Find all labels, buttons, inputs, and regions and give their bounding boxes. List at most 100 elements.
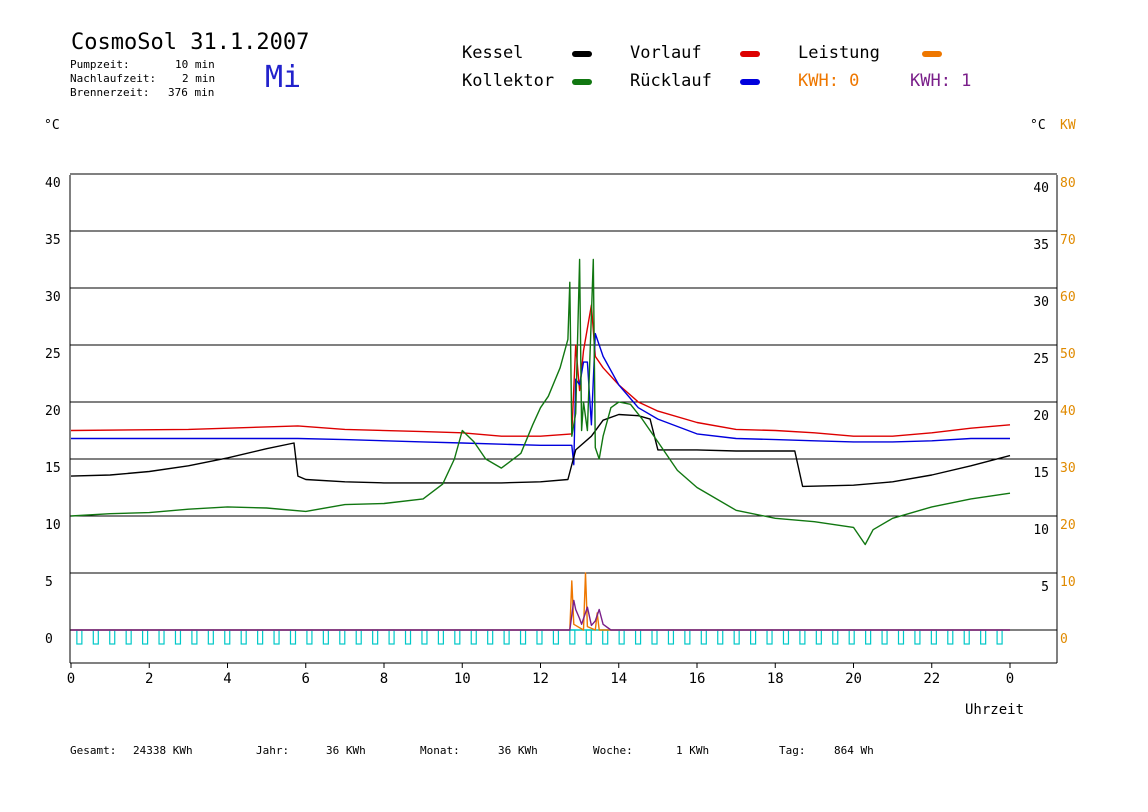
x-tick-label: 14 xyxy=(610,671,627,687)
x-tick-label: 0 xyxy=(1006,671,1014,687)
footer-monat-label: Monat: xyxy=(420,744,460,757)
pump-pulse-marker xyxy=(963,629,970,645)
stat-label-nachlauf: Nachlaufzeit: xyxy=(70,72,157,85)
pump-pulse-marker xyxy=(684,629,691,645)
footer-gesamt-value: 24338 KWh xyxy=(133,744,193,757)
pump-pulse-markers xyxy=(71,629,1010,645)
y-tick-label-right: 40 xyxy=(1033,181,1049,196)
pump-pulse-marker xyxy=(996,629,1003,645)
legend-ruecklauf-label: Rücklauf xyxy=(630,71,712,91)
stat-value-nachlauf: 2 min xyxy=(182,72,216,85)
pump-pulse-marker xyxy=(174,629,182,645)
pump-pulse-marker xyxy=(733,629,740,645)
y-tick-label-right: 25 xyxy=(1033,352,1049,367)
pump-pulse-marker xyxy=(815,629,822,645)
pump-pulse-marker xyxy=(782,629,790,645)
pump-pulse-marker xyxy=(257,629,264,645)
y-tick-label-right: 35 xyxy=(1033,238,1049,253)
pump-pulse-marker xyxy=(914,629,921,645)
y-tick-label: 5 xyxy=(45,575,53,590)
pump-pulse-marker xyxy=(273,629,280,645)
legend-vorlauf-label: Vorlauf xyxy=(630,43,702,63)
x-tick-label: 12 xyxy=(532,671,549,687)
pump-pulse-marker xyxy=(569,629,576,645)
legend-kollektor-label: Kollektor xyxy=(462,71,555,91)
pump-pulse-marker xyxy=(388,629,395,645)
y-tick-label: 10 xyxy=(45,518,61,533)
series-line-leistung xyxy=(71,572,1010,631)
pump-pulse-marker xyxy=(92,629,99,645)
pump-pulse-marker xyxy=(667,629,675,645)
legend-kollektor-swatch xyxy=(572,79,592,85)
series-line-vorlauf xyxy=(70,304,1011,437)
pump-pulse-marker xyxy=(585,629,592,645)
y2-tick-label: 30 xyxy=(1060,461,1076,476)
pump-pulse-marker xyxy=(519,629,527,645)
series-line-kwh-1 xyxy=(71,599,1010,631)
stat-value-brenner: 376 min xyxy=(168,86,215,99)
stat-value-pump: 10 min xyxy=(175,58,215,71)
y2-tick-label: 10 xyxy=(1060,575,1076,590)
y-tick-label-right: 20 xyxy=(1033,409,1049,424)
legend-kwh0-label: KWH: 0 xyxy=(798,71,860,91)
pump-pulse-marker xyxy=(289,629,297,645)
footer-monat-value: 36 KWh xyxy=(498,744,538,757)
series-line-kollektor xyxy=(70,258,1011,546)
pump-pulse-marker xyxy=(930,629,937,645)
pump-pulse-marker xyxy=(602,629,609,645)
pump-pulse-marker xyxy=(224,629,231,645)
series-lines xyxy=(70,258,1011,631)
y-tick-label: 15 xyxy=(45,461,61,476)
right-axis-unit: °C xyxy=(1030,118,1046,133)
footer-jahr-value: 36 KWh xyxy=(326,744,366,757)
pump-pulse-marker xyxy=(141,629,149,645)
right-axis-unit-kw: KW xyxy=(1060,118,1076,133)
pump-pulse-marker xyxy=(618,629,625,645)
x-tick-label: 0 xyxy=(67,671,75,687)
series-line-kessel xyxy=(70,413,1011,488)
y2-tick-label: 70 xyxy=(1060,233,1076,248)
pump-pulse-marker xyxy=(487,629,494,645)
y-tick-label: 35 xyxy=(45,233,61,248)
pump-pulse-marker xyxy=(322,629,329,645)
y2-tick-label: 80 xyxy=(1060,176,1076,191)
pump-pulse-marker xyxy=(897,629,905,645)
y-tick-label: 40 xyxy=(45,176,61,191)
pump-pulse-marker xyxy=(437,629,444,645)
x-tick-label: 2 xyxy=(145,671,153,687)
pump-pulse-marker xyxy=(634,629,642,645)
footer-tag-value: 864 Wh xyxy=(834,744,874,757)
grid-lines xyxy=(70,173,1057,631)
footer-woche-value: 1 KWh xyxy=(676,744,710,757)
y-tick-label-right: 10 xyxy=(1033,523,1049,538)
legend-vorlauf-swatch xyxy=(740,51,760,57)
footer-gesamt-label: Gesamt: xyxy=(70,744,117,757)
pump-pulse-marker xyxy=(799,629,806,645)
footer-tag-label: Tag: xyxy=(779,744,806,757)
footer-jahr-label: Jahr: xyxy=(256,744,290,757)
x-tick-label: 6 xyxy=(302,671,310,687)
pump-pulse-marker xyxy=(240,629,247,645)
pump-pulse-marker xyxy=(339,629,346,645)
x-tick-label: 4 xyxy=(223,671,231,687)
y-tick-label: 30 xyxy=(45,290,61,305)
pump-pulse-marker xyxy=(109,629,116,645)
x-tick-label: 10 xyxy=(454,671,471,687)
pump-pulse-marker xyxy=(881,629,888,645)
left-axis-unit: °C xyxy=(44,118,60,133)
x-tick-label: 18 xyxy=(767,671,784,687)
y-tick-label: 20 xyxy=(45,404,61,419)
series-line-r-cklauf xyxy=(71,332,1010,466)
y-tick-label: 25 xyxy=(45,347,61,362)
x-tick-label: 8 xyxy=(380,671,388,687)
y2-tick-label: 20 xyxy=(1060,518,1076,533)
stat-label-pump: Pumpzeit: xyxy=(70,58,130,71)
y-tick-label: 0 xyxy=(45,632,53,647)
pump-pulse-marker xyxy=(651,629,658,645)
pump-pulse-marker xyxy=(158,629,165,645)
tick-labels: 0510152025303540510152025303540010203040… xyxy=(45,176,1076,687)
stat-label-brenner: Brennerzeit: xyxy=(70,86,150,99)
pump-pulse-marker xyxy=(454,629,461,645)
legend-leistung-swatch xyxy=(922,51,942,57)
